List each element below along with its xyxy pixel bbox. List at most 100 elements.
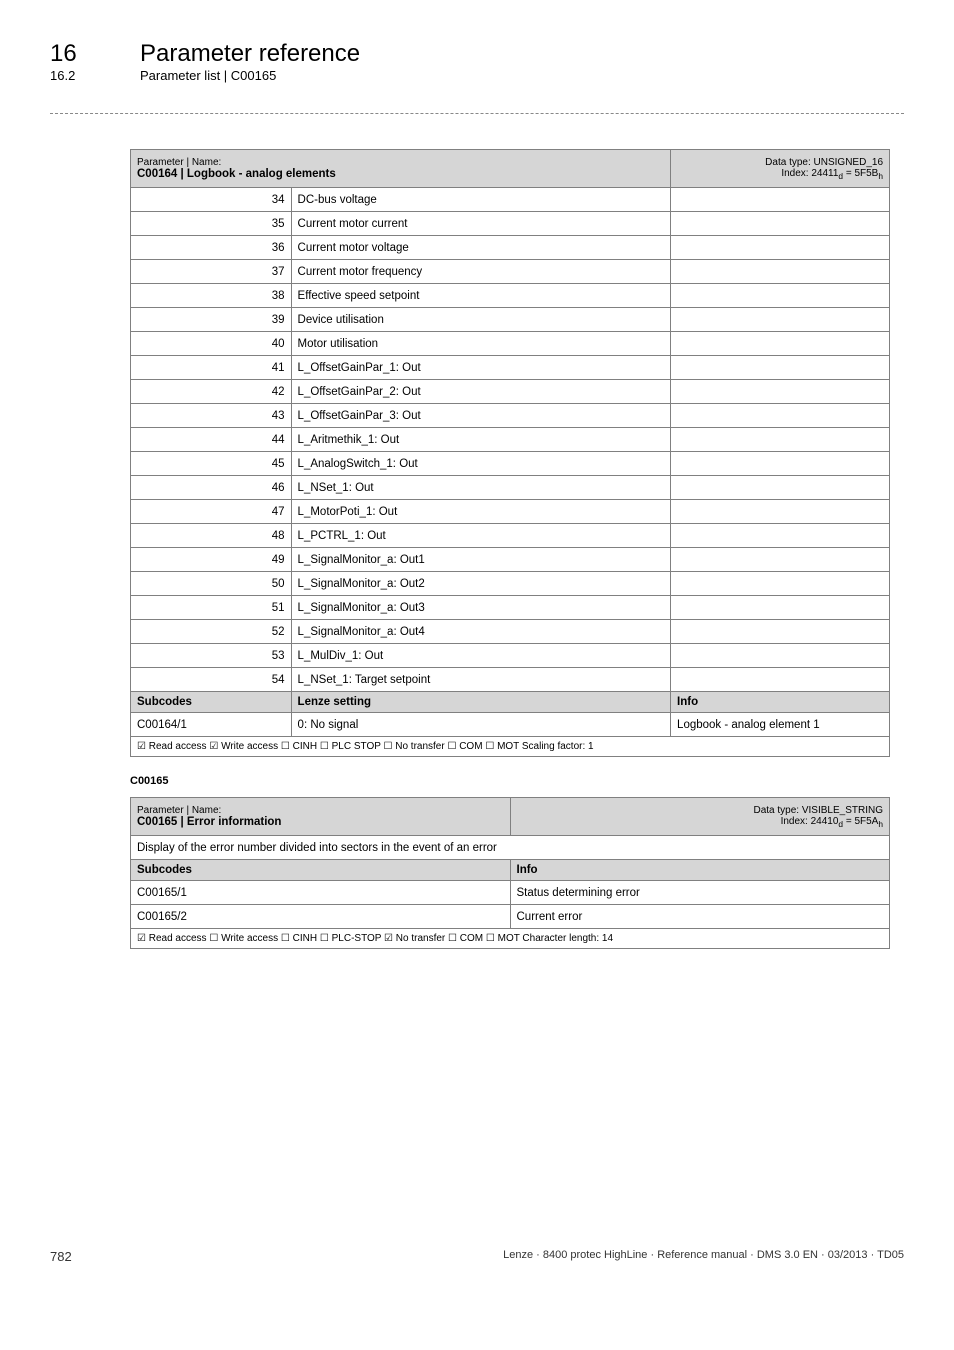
table-row: 48L_PCTRL_1: Out [131, 524, 890, 548]
table-row: 50L_SignalMonitor_a: Out2 [131, 572, 890, 596]
row-number: 36 [131, 236, 292, 260]
row-value [671, 236, 890, 260]
row-number: 37 [131, 260, 292, 284]
divider [50, 113, 904, 114]
row-name: L_SignalMonitor_a: Out4 [291, 620, 671, 644]
row-value [671, 572, 890, 596]
table-row: 42L_OffsetGainPar_2: Out [131, 380, 890, 404]
section-title: Parameter reference [140, 40, 360, 68]
row-name: L_NSet_1: Out [291, 476, 671, 500]
table1-data-type: Data type: UNSIGNED_16 [677, 157, 883, 168]
row-name: L_AnalogSwitch_1: Out [291, 452, 671, 476]
table2-data-type: Data type: VISIBLE_STRING [517, 805, 884, 816]
row-number: 34 [131, 188, 292, 212]
table2-subcodes-header: Subcodes Info [131, 860, 890, 881]
row-value [671, 260, 890, 284]
row-name: L_SignalMonitor_a: Out1 [291, 548, 671, 572]
row-name: Current motor current [291, 212, 671, 236]
row-name: Current motor voltage [291, 236, 671, 260]
table2-index: Index: 24410d = 5F5Ah [517, 816, 884, 829]
table1: Parameter | Name: C00164 | Logbook - ana… [130, 149, 890, 757]
row-name: Effective speed setpoint [291, 284, 671, 308]
row-value [671, 404, 890, 428]
row-name: L_MotorPoti_1: Out [291, 500, 671, 524]
table2-footer-text: ☑ Read access ☐ Write access ☐ CINH ☐ PL… [131, 929, 890, 949]
row-number: 43 [131, 404, 292, 428]
page-heading: 16 Parameter reference 16.2 Parameter li… [50, 40, 904, 83]
table-row: 43L_OffsetGainPar_3: Out [131, 404, 890, 428]
row-value [671, 212, 890, 236]
table1-subcode-row: C00164/1 0: No signal Logbook - analog e… [131, 713, 890, 737]
subsection-number: 16.2 [50, 68, 110, 83]
row-name: L_SignalMonitor_a: Out2 [291, 572, 671, 596]
row-value [671, 548, 890, 572]
info-label: Info [671, 692, 890, 713]
row-value [671, 620, 890, 644]
table-row: C00165/1Status determining error [131, 881, 890, 905]
table-row: 34DC-bus voltage [131, 188, 890, 212]
row-value [671, 500, 890, 524]
table2-header: Parameter | Name: C00165 | Error informa… [131, 798, 890, 836]
table2: Parameter | Name: C00165 | Error informa… [130, 797, 890, 949]
row-number: 39 [131, 308, 292, 332]
table1-header: Parameter | Name: C00164 | Logbook - ana… [131, 150, 890, 188]
lenze-setting-label: Lenze setting [291, 692, 671, 713]
row-name: Motor utilisation [291, 332, 671, 356]
subsection-title: Parameter list | C00165 [140, 68, 276, 83]
row-value [671, 644, 890, 668]
table-row: 36Current motor voltage [131, 236, 890, 260]
table1-param-label: Parameter | Name: [137, 157, 664, 168]
page-number: 782 [50, 1249, 72, 1264]
table-row: 45L_AnalogSwitch_1: Out [131, 452, 890, 476]
subcode-setting: 0: No signal [291, 713, 671, 737]
row-number: 45 [131, 452, 292, 476]
page-footer: 782 Lenze · 8400 protec HighLine · Refer… [50, 1249, 904, 1264]
table-row: 46L_NSet_1: Out [131, 476, 890, 500]
row-name: L_OffsetGainPar_3: Out [291, 404, 671, 428]
subcode-code: C00164/1 [131, 713, 292, 737]
row-name: L_MulDiv_1: Out [291, 644, 671, 668]
table-row: 49L_SignalMonitor_a: Out1 [131, 548, 890, 572]
row-value [671, 452, 890, 476]
row-number: 44 [131, 428, 292, 452]
row-code: C00165/1 [131, 881, 511, 905]
row-number: 46 [131, 476, 292, 500]
subcodes-label: Subcodes [131, 692, 292, 713]
row-name: L_OffsetGainPar_1: Out [291, 356, 671, 380]
row-number: 49 [131, 548, 292, 572]
row-value [671, 188, 890, 212]
row-number: 47 [131, 500, 292, 524]
row-number: 52 [131, 620, 292, 644]
row-number: 54 [131, 668, 292, 692]
table-row: 54L_NSet_1: Target setpoint [131, 668, 890, 692]
row-name: L_Aritmethik_1: Out [291, 428, 671, 452]
table-row: 51L_SignalMonitor_a: Out3 [131, 596, 890, 620]
row-code: C00165/2 [131, 905, 511, 929]
row-value [671, 356, 890, 380]
row-value [671, 668, 890, 692]
row-number: 41 [131, 356, 292, 380]
table-row: 41L_OffsetGainPar_1: Out [131, 356, 890, 380]
subcode-info: Logbook - analog element 1 [671, 713, 890, 737]
row-value [671, 476, 890, 500]
section-number: 16 [50, 40, 110, 68]
table-row: C00165/2Current error [131, 905, 890, 929]
table2-description-row: Display of the error number divided into… [131, 836, 890, 860]
table1-footer: ☑ Read access ☑ Write access ☐ CINH ☐ PL… [131, 737, 890, 757]
table2-param-name: C00165 | Error information [137, 816, 504, 828]
row-value [671, 308, 890, 332]
table-row: 37Current motor frequency [131, 260, 890, 284]
table-row: 53L_MulDiv_1: Out [131, 644, 890, 668]
table-row: 39Device utilisation [131, 308, 890, 332]
table1-param-name: C00164 | Logbook - analog elements [137, 168, 664, 180]
row-name: L_SignalMonitor_a: Out3 [291, 596, 671, 620]
row-number: 40 [131, 332, 292, 356]
row-number: 38 [131, 284, 292, 308]
table-row: 35Current motor current [131, 212, 890, 236]
table-row: 44L_Aritmethik_1: Out [131, 428, 890, 452]
row-name: L_OffsetGainPar_2: Out [291, 380, 671, 404]
row-info: Current error [510, 905, 890, 929]
table1-wrap: Parameter | Name: C00164 | Logbook - ana… [130, 149, 890, 949]
table-row: 40Motor utilisation [131, 332, 890, 356]
row-name: L_NSet_1: Target setpoint [291, 668, 671, 692]
